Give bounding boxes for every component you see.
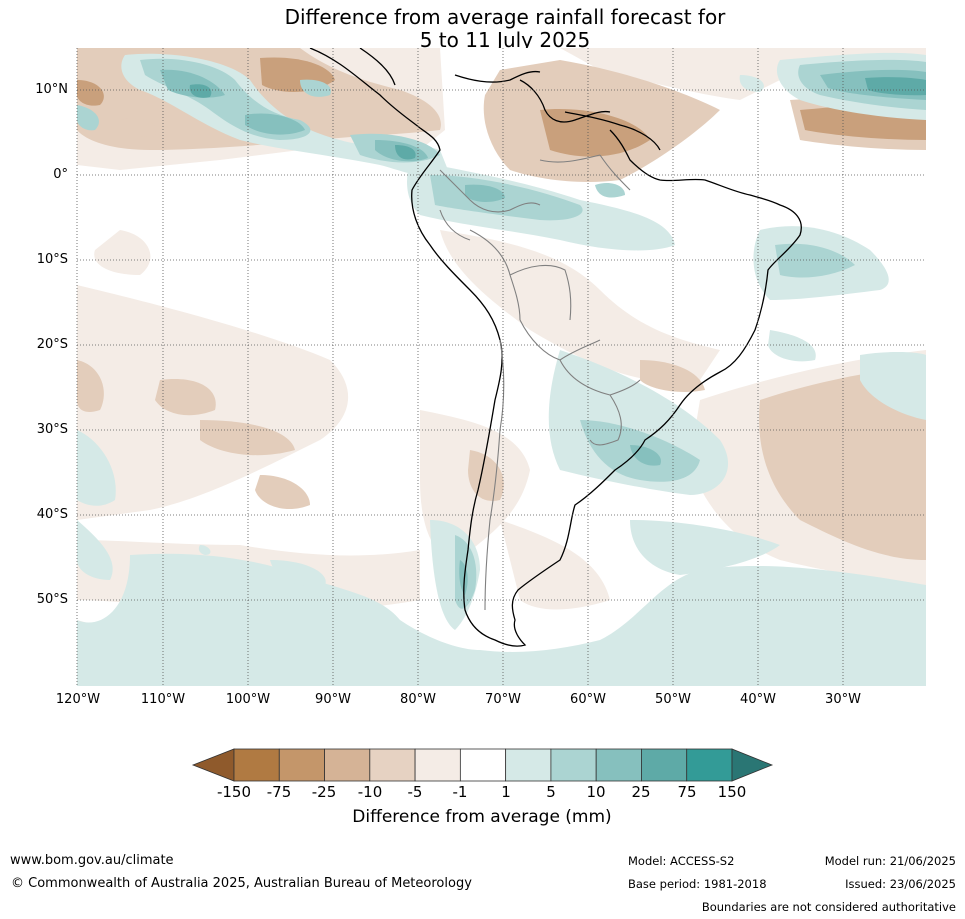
colorbar-tick-label: 150 (717, 783, 747, 801)
colorbar-extend-high (731, 748, 774, 782)
colorbar-swatch (278, 748, 325, 782)
country-borders (439, 154, 641, 611)
colorbar-swatch (595, 748, 642, 782)
colorbar-tick-label: -150 (216, 783, 252, 801)
anomaly-very-strong-wet (189, 77, 926, 160)
colorbar-tick-label: 1 (501, 783, 511, 801)
colorbar-tick-label: -10 (357, 783, 383, 801)
colorbar-swatch (414, 748, 461, 782)
lon-label-70w: 70°W (485, 692, 521, 707)
lat-label-10n: 10°N (35, 82, 68, 97)
colorbar-tick-label: 25 (631, 783, 651, 801)
colorbar-tick-label: -75 (266, 783, 292, 801)
issued-text: Issued: 23/06/2025 (845, 877, 956, 891)
colorbar-swatch (459, 748, 507, 782)
lon-label-40w: 40°W (740, 692, 776, 707)
colorbar-tick-label: -25 (311, 783, 337, 801)
lat-label-0: 0° (53, 167, 68, 182)
lon-label-100w: 100°W (225, 692, 271, 707)
lon-label-90w: 90°W (315, 692, 351, 707)
colorbar-tick-label: 75 (677, 783, 697, 801)
map-title-line-2: 5 to 11 July 2025 (419, 28, 591, 52)
colorbar-extend-low (191, 748, 235, 782)
colorbar-swatch (686, 748, 733, 782)
lat-label-40s: 40°S (36, 507, 68, 522)
base-period-text: Base period: 1981-2018 (628, 877, 767, 891)
colorbar-tick-label: -5 (407, 783, 423, 801)
lat-label-20s: 20°S (36, 337, 68, 352)
lon-label-30w: 30°W (825, 692, 861, 707)
graticule (76, 48, 926, 686)
lon-label-60w: 60°W (570, 692, 606, 707)
lat-label-10s: 10°S (36, 252, 68, 267)
disclaimer-text: Boundaries are not considered authoritat… (701, 900, 956, 914)
colorbar-tick-label: 10 (586, 783, 606, 801)
anomaly-fields (77, 48, 926, 686)
lat-label-30s: 30°S (36, 422, 68, 437)
colorbar-swatch (505, 748, 552, 782)
colorbar-swatch (550, 748, 597, 782)
copyright-text: © Commonwealth of Australia 2025, Austra… (11, 876, 472, 891)
map-title-line-1: Difference from average rainfall forecas… (284, 5, 726, 29)
colorbar-swatch (641, 748, 688, 782)
lon-label-120w: 120°W (55, 692, 101, 707)
lat-label-50s: 50°S (36, 592, 68, 607)
lon-label-110w: 110°W (140, 692, 186, 707)
colorbar-title: Difference from average (mm) (352, 807, 612, 827)
colorbar-tick-label: -1 (452, 783, 468, 801)
lon-label-80w: 80°W (400, 692, 436, 707)
colorbar-swatch (324, 748, 371, 782)
map-panel (76, 48, 926, 686)
model-run-text: Model run: 21/06/2025 (824, 854, 956, 868)
lon-label-50w: 50°W (655, 692, 691, 707)
colorbar-swatch (233, 748, 280, 782)
model-text: Model: ACCESS-S2 (628, 854, 735, 868)
colorbar (191, 748, 774, 782)
colorbar-tick-label: 5 (546, 783, 556, 801)
coastline (309, 48, 802, 647)
website-text: www.bom.gov.au/climate (10, 853, 174, 868)
colorbar-swatch (369, 748, 416, 782)
